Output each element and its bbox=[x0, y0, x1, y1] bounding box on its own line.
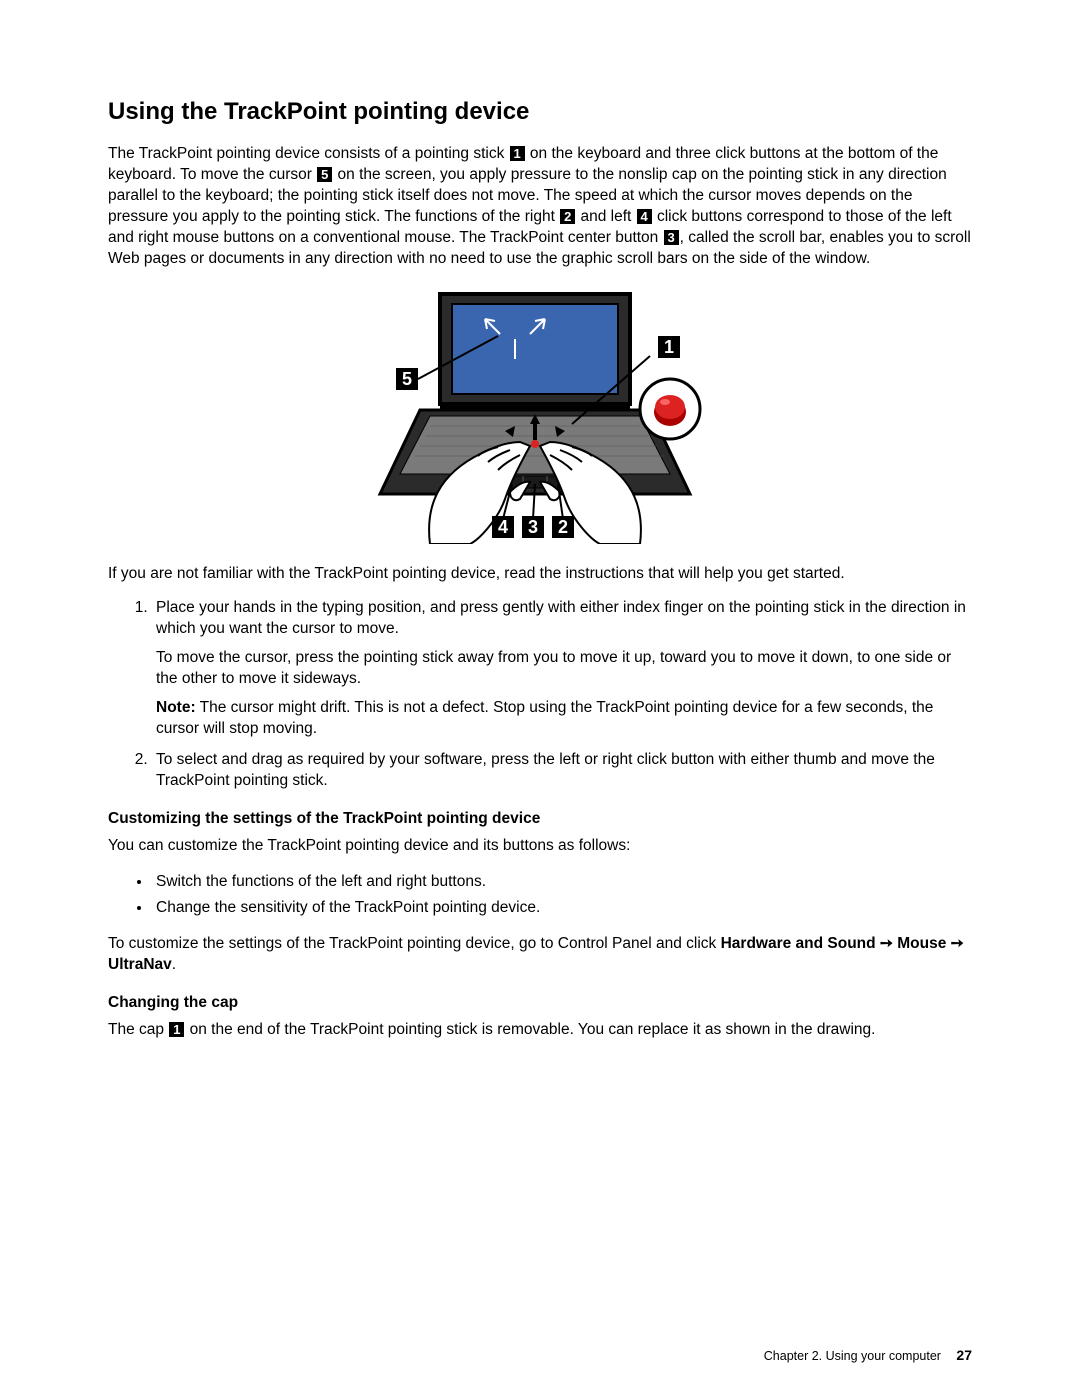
text: The cap bbox=[108, 1021, 168, 1038]
callout-1-icon: 1 bbox=[510, 146, 525, 161]
text: To customize the settings of the TrackPo… bbox=[108, 935, 721, 952]
customizing-intro: You can customize the TrackPoint pointin… bbox=[108, 836, 972, 857]
figure-label-4: 4 bbox=[492, 516, 514, 538]
note-label: Note: bbox=[156, 699, 196, 716]
page-number: 27 bbox=[956, 1347, 972, 1363]
list-item: Place your hands in the typing position,… bbox=[152, 598, 972, 740]
figure-label-1: 1 bbox=[658, 336, 680, 358]
callout-4-icon: 4 bbox=[637, 209, 652, 224]
list-item: Change the sensitivity of the TrackPoint… bbox=[152, 897, 972, 919]
arrow-icon: ➙ bbox=[876, 935, 898, 952]
text: The cursor might drift. This is not a de… bbox=[156, 699, 933, 737]
section-heading: Using the TrackPoint pointing device bbox=[108, 98, 972, 126]
customizing-list: Switch the functions of the left and rig… bbox=[108, 871, 972, 920]
note-paragraph: Note: The cursor might drift. This is no… bbox=[156, 698, 972, 740]
callout-2-icon: 2 bbox=[560, 209, 575, 224]
figure-label-2: 2 bbox=[552, 516, 574, 538]
list-item: To select and drag as required by your s… bbox=[152, 750, 972, 792]
text: and left bbox=[576, 208, 635, 225]
page-footer: Chapter 2. Using your computer 27 bbox=[764, 1347, 972, 1363]
figure-label-3: 3 bbox=[522, 516, 544, 538]
changing-cap-subheading: Changing the cap bbox=[108, 994, 972, 1012]
trackpoint-illustration: 5 1 4 3 2 bbox=[370, 284, 710, 544]
navigation-path: To customize the settings of the TrackPo… bbox=[108, 934, 972, 976]
figure-label-5: 5 bbox=[396, 368, 418, 390]
changing-cap-paragraph: The cap 1 on the end of the TrackPoint p… bbox=[108, 1020, 972, 1041]
path-segment: Hardware and Sound bbox=[721, 935, 876, 952]
path-segment: UltraNav bbox=[108, 956, 172, 973]
callout-1-icon: 1 bbox=[169, 1022, 184, 1037]
arrow-icon: ➙ bbox=[946, 935, 963, 952]
text: on the end of the TrackPoint pointing st… bbox=[185, 1021, 875, 1038]
customizing-subheading: Customizing the settings of the TrackPoi… bbox=[108, 810, 972, 828]
intro-paragraph: The TrackPoint pointing device consists … bbox=[108, 144, 972, 270]
text: To move the cursor, press the pointing s… bbox=[156, 648, 972, 690]
instruction-list: Place your hands in the typing position,… bbox=[108, 598, 972, 791]
text: To select and drag as required by your s… bbox=[156, 751, 935, 789]
callout-5-icon: 5 bbox=[317, 167, 332, 182]
text: . bbox=[172, 956, 176, 973]
callout-3-icon: 3 bbox=[664, 230, 679, 245]
instructions-intro: If you are not familiar with the TrackPo… bbox=[108, 564, 972, 585]
text: Place your hands in the typing position,… bbox=[156, 599, 966, 637]
document-page: Using the TrackPoint pointing device The… bbox=[0, 0, 1080, 1397]
text: The TrackPoint pointing device consists … bbox=[108, 145, 509, 162]
path-segment: Mouse bbox=[897, 935, 946, 952]
list-item: Switch the functions of the left and rig… bbox=[152, 871, 972, 893]
chapter-label: Chapter 2. Using your computer bbox=[764, 1349, 941, 1363]
